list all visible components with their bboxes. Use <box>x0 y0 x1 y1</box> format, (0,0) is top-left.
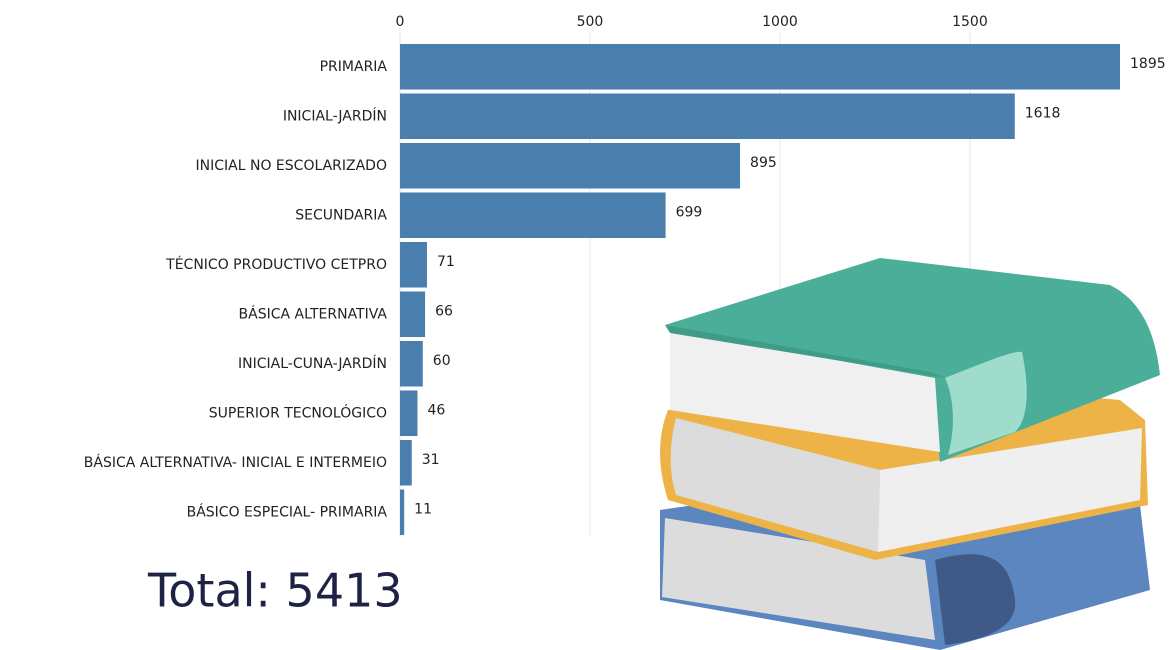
bar <box>400 241 427 288</box>
bar <box>400 192 666 239</box>
y-tick-label: SECUNDARIA <box>295 207 387 223</box>
value-label: 71 <box>437 254 455 270</box>
x-tick-label: 1500 <box>952 14 988 30</box>
books-illustration <box>660 258 1160 650</box>
x-tick-label: 1000 <box>762 14 798 30</box>
value-label: 1618 <box>1025 105 1061 121</box>
value-label: 1895 <box>1130 56 1166 72</box>
value-label: 11 <box>414 501 432 517</box>
bar <box>400 142 741 189</box>
value-label: 66 <box>435 303 453 319</box>
bar <box>400 340 423 387</box>
y-tick-label: BÁSICA ALTERNATIVA- INICIAL E INTERMEIO <box>84 454 387 471</box>
value-label: 60 <box>433 353 451 369</box>
y-tick-label: TÉCNICO PRODUCTIVO CETPRO <box>165 256 387 273</box>
x-tick-label: 0 <box>396 14 405 30</box>
y-tick-label: INICIAL-CUNA-JARDÍN <box>238 355 387 372</box>
value-label: 31 <box>422 452 440 468</box>
y-tick-label: PRIMARIA <box>320 59 388 75</box>
value-label: 46 <box>427 402 445 418</box>
plot: 0 500 1000 1500 PRIMARIA 1895 INICIAL-JARDÍN 16… <box>84 14 1166 537</box>
bar <box>400 93 1015 140</box>
y-tick-label: BÁSICO ESPECIAL- PRIMARIA <box>187 503 388 520</box>
bar <box>400 43 1120 90</box>
y-tick-label: INICIAL NO ESCOLARIZADO <box>196 158 387 174</box>
value-label: 699 <box>676 204 703 220</box>
y-tick-label: SUPERIOR TECNOLÓGICO <box>209 403 387 421</box>
x-tick-label: 500 <box>577 14 604 30</box>
value-label: 895 <box>750 155 777 171</box>
bar <box>400 390 418 437</box>
bar <box>400 291 426 338</box>
bar <box>400 489 405 536</box>
total-annotation: Total: 5413 <box>147 564 403 618</box>
bar <box>400 439 412 486</box>
y-tick-label: BÁSICA ALTERNATIVA <box>239 305 388 322</box>
y-tick-label: INICIAL-JARDÍN <box>283 107 387 124</box>
